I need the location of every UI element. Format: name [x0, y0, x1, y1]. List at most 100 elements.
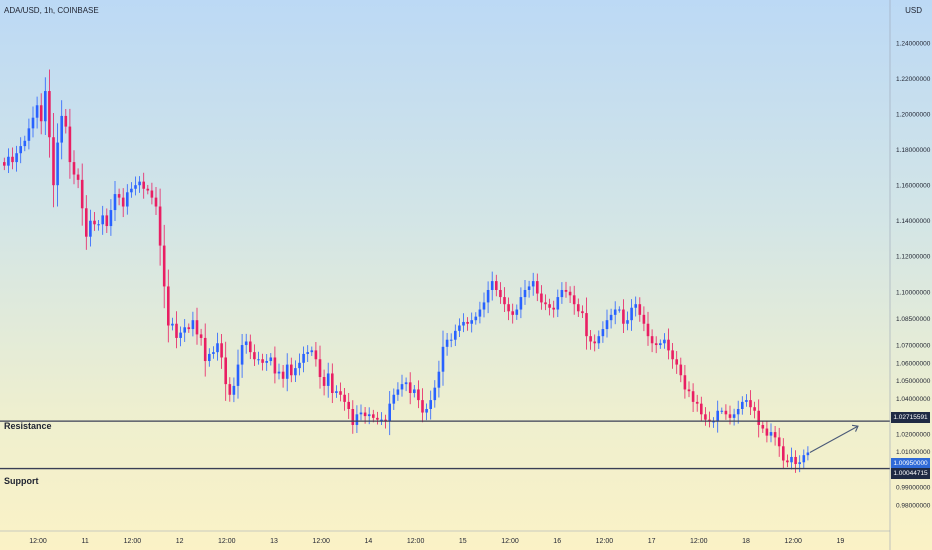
candle-body: [347, 401, 350, 409]
time-tick-label: 12:00: [312, 538, 330, 545]
candle-body: [572, 295, 576, 305]
time-tick-label: 12:00: [596, 538, 614, 545]
candle-body: [294, 368, 297, 376]
candle-body: [667, 339, 670, 351]
candle-body: [326, 373, 330, 386]
candle-body: [433, 387, 437, 401]
candle-body: [515, 309, 519, 315]
candle-body: [253, 352, 256, 360]
candle-body: [503, 297, 506, 305]
price-tick-label: 1.12000000: [896, 254, 931, 261]
price-tick-label: 1.20000000: [896, 112, 931, 119]
candle-body: [126, 192, 129, 207]
candle-body: [310, 350, 314, 353]
symbol-title: ADA/USD, 1h, COINBASE: [4, 6, 99, 15]
candle-body: [257, 359, 260, 361]
candle-body: [650, 336, 654, 344]
candle-body: [23, 140, 27, 147]
candle-body: [732, 414, 736, 418]
candle-body: [216, 343, 219, 353]
candle-body: [400, 384, 404, 390]
currency-label: USD: [905, 6, 922, 15]
projection-arrow[interactable]: [809, 424, 859, 453]
price-tick-label: 1.24000000: [896, 41, 931, 48]
candle-body: [659, 343, 662, 346]
candle-body: [663, 339, 666, 344]
candle-body: [507, 304, 510, 312]
time-tick-label: 16: [553, 538, 561, 545]
time-tick-label: 12:00: [407, 538, 425, 545]
candle-body: [101, 215, 104, 225]
candle-body: [265, 361, 268, 363]
time-tick-label: 12:00: [218, 538, 236, 545]
time-axis: 12:00 11 12:00 12 12:00 13 12:00 14 12:00 15 12:00…: [29, 538, 844, 545]
time-tick-label: 13: [270, 538, 278, 545]
candle-body: [220, 343, 223, 358]
candle-body: [687, 389, 691, 392]
candle-body: [392, 394, 396, 404]
candle-body: [421, 400, 424, 413]
candle-body: [634, 304, 637, 308]
candle-body: [790, 456, 793, 463]
time-tick-label: 14: [365, 538, 373, 545]
candle-body: [134, 185, 137, 189]
candle-body: [695, 401, 699, 404]
resistance-label: Resistance: [4, 421, 52, 431]
candle-body: [560, 289, 564, 298]
candle-body: [642, 314, 646, 324]
candle-body: [773, 432, 777, 438]
candle-body: [142, 181, 145, 189]
price-tick-label: 1.01000000: [896, 449, 931, 456]
candle-body: [675, 359, 678, 365]
price-axis: 1.24000000 1.22000000 1.20000000 1.18000000…: [896, 41, 931, 510]
candle-body: [355, 414, 359, 425]
candle-body: [171, 323, 174, 326]
candle-body: [601, 329, 605, 337]
candle-body: [802, 455, 806, 463]
time-tick-label: 18: [742, 538, 750, 545]
candle-body: [322, 377, 326, 386]
candle-body: [724, 410, 728, 415]
candle-body: [437, 371, 441, 388]
candle-body: [138, 181, 141, 186]
candle-body: [577, 304, 580, 312]
candle-body: [277, 371, 281, 374]
price-tick-label: 0.99000000: [896, 485, 931, 492]
candle-body: [363, 412, 367, 417]
candle-body: [761, 424, 765, 429]
time-tick-label: 15: [459, 538, 467, 545]
price-tick-label: 1.22000000: [896, 76, 931, 83]
candle-body: [700, 403, 703, 415]
candle-body: [589, 336, 592, 342]
candle-body: [269, 357, 273, 362]
candle-body: [72, 162, 76, 175]
candle-body: [622, 309, 625, 324]
price-tick-label: 1.16000000: [896, 183, 931, 190]
time-tick-label: 12:00: [690, 538, 708, 545]
candle-body: [798, 462, 801, 465]
candle-body: [130, 188, 133, 193]
time-tick-label: 19: [837, 538, 845, 545]
candle-body: [302, 353, 305, 363]
candle-body: [224, 357, 227, 385]
price-tick-label: 0.98000000: [896, 502, 931, 509]
candle-body: [105, 215, 109, 227]
price-tick-label: 1.02000000: [896, 431, 931, 438]
candle-body: [581, 311, 584, 314]
candle-body: [646, 323, 650, 337]
candle-body: [3, 162, 6, 166]
candle-body: [240, 345, 244, 365]
candle-body: [249, 341, 252, 353]
support-price-badge: 1.00044715: [891, 468, 930, 479]
candle-body: [76, 174, 80, 180]
candle-body: [741, 401, 744, 409]
candle-body: [236, 364, 240, 386]
candle-body: [609, 314, 613, 321]
candle-body: [64, 115, 68, 127]
candle-body: [441, 346, 445, 372]
candle-body: [52, 137, 55, 186]
candle-body: [749, 400, 752, 408]
candle-body: [786, 460, 789, 463]
candle-body: [228, 384, 232, 395]
